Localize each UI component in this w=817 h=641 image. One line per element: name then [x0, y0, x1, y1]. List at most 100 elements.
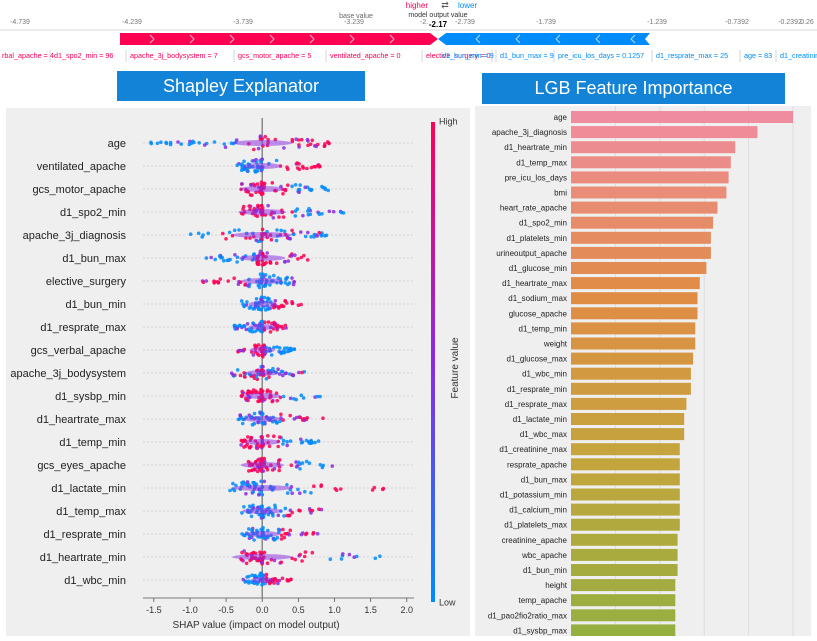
shap-point [263, 134, 268, 139]
force-feature-labels: rbal_apache = 4 d1_spo2_min = 96 apache_3j… [2, 50, 817, 62]
shap-point [266, 320, 271, 324]
shap-point [235, 260, 239, 264]
shap-point [288, 346, 293, 351]
shap-point [328, 557, 333, 561]
force-pos-feature: pre_icu_los_days = 0.1257 [558, 51, 644, 60]
shap-feature-label: d1_spo2_min [60, 207, 126, 219]
shap-point [316, 439, 321, 443]
shap-point [304, 532, 308, 537]
shap-point [277, 306, 281, 310]
shap-point [295, 207, 300, 211]
shap-feature-label: d1_temp_min [59, 437, 126, 449]
shap-point [281, 442, 285, 446]
shap-point [275, 398, 280, 403]
shap-point [303, 489, 307, 494]
shap-point [303, 185, 308, 190]
lgb-category-label: d1_heartrate_max [502, 279, 567, 288]
shap-point [299, 532, 304, 537]
shap-point [309, 165, 314, 170]
shap-feature-label: gcs_verbal_apache [31, 345, 126, 357]
lgb-importance-svg: age apache_3j_diagnosis d1_heartrate_min d1… [488, 106, 794, 637]
shap-feature-label: d1_heartrate_min [40, 552, 126, 564]
shap-point [281, 192, 285, 196]
shap-point [241, 440, 245, 444]
shap-x-tick-label: -1.5 [146, 605, 162, 615]
shap-point [243, 375, 247, 379]
shap-point [266, 203, 270, 208]
shap-point [277, 215, 281, 219]
shap-point [201, 233, 205, 237]
shap-point [221, 231, 225, 236]
shap-point [290, 491, 295, 496]
shap-point [302, 554, 307, 559]
colorbar-label: Feature value [450, 337, 461, 399]
shap-point [248, 445, 252, 450]
lgb-category-label: creatinine_apache [502, 536, 568, 545]
lgb-bar [571, 458, 680, 471]
shap-point [250, 528, 254, 532]
shap-point [274, 261, 279, 265]
shap-point [243, 283, 247, 287]
shap-point [290, 276, 294, 280]
lgb-title: LGB Feature Importance [482, 73, 785, 104]
shap-point [285, 443, 290, 448]
shap-point [270, 399, 275, 404]
shap-point [333, 487, 338, 491]
shap-point [240, 421, 245, 426]
force-pos-feature: age = 83 [744, 51, 772, 60]
lgb-category-label: d1_creatinine_max [499, 445, 567, 454]
shap-point [256, 204, 261, 209]
shap-point [281, 438, 286, 443]
shap-point [267, 306, 271, 311]
shap-density [241, 278, 284, 284]
shap-point [176, 140, 180, 144]
shap-point [237, 228, 241, 232]
shap-point [309, 235, 313, 239]
shap-point [286, 259, 291, 263]
shap-point [246, 169, 250, 173]
lgb-category-label: d1_glucose_max [507, 355, 567, 364]
shap-point [268, 390, 273, 394]
shap-point [289, 577, 293, 582]
lgb-bar [571, 564, 678, 576]
shap-point [281, 373, 285, 378]
shap-point [229, 371, 234, 376]
shap-point [256, 146, 261, 151]
shap-point [228, 488, 232, 493]
shap-density [251, 577, 274, 583]
shap-point [262, 479, 267, 484]
shap-density [248, 301, 276, 307]
shap-density [243, 416, 282, 422]
shap-density [242, 508, 283, 514]
shap-point [312, 232, 317, 237]
shap-point [306, 230, 310, 235]
shap-point [258, 134, 263, 138]
shap-point [235, 368, 240, 372]
shap-point [276, 367, 280, 372]
shap-point [247, 204, 251, 208]
output-value: -2.17 [429, 20, 448, 29]
shap-point [261, 444, 265, 448]
shap-point [292, 397, 296, 401]
shap-point [234, 324, 238, 328]
shap-point [217, 254, 222, 258]
shap-point [331, 209, 336, 214]
shap-point [300, 370, 304, 375]
shap-point [251, 353, 256, 357]
lgb-importance-panel: age apache_3j_diagnosis d1_heartrate_min d1… [475, 106, 811, 637]
lgb-category-label: bmi [554, 189, 567, 198]
shap-point [250, 193, 254, 197]
shap-point [247, 527, 251, 531]
shap-point [259, 203, 264, 208]
shap-point [257, 306, 261, 310]
shap-point [240, 162, 244, 166]
shap-point [305, 137, 310, 142]
shap-point [270, 181, 275, 185]
shap-point [283, 299, 287, 303]
shap-point [339, 210, 344, 215]
shap-point [273, 503, 277, 508]
shap-point [242, 304, 247, 308]
shap-point [242, 324, 247, 328]
shap-point [307, 461, 312, 466]
shap-point [255, 261, 259, 265]
